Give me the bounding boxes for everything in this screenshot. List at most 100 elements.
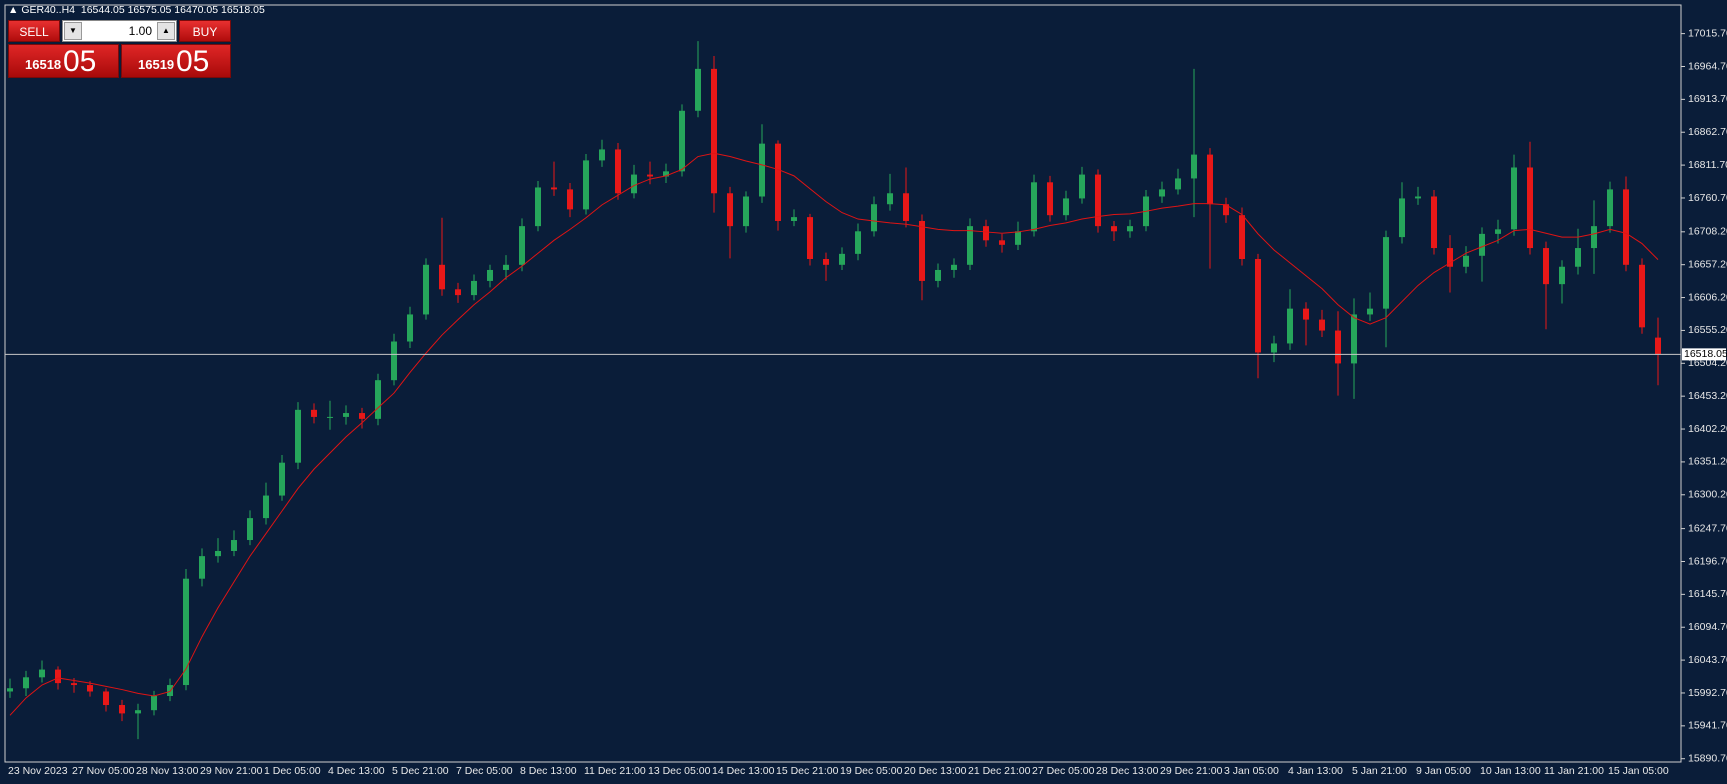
- x-tick-label: 15 Jan 05:00: [1608, 765, 1669, 777]
- candle-body: [535, 187, 541, 227]
- candle-body: [375, 380, 381, 419]
- y-tick-label: 16708.20: [1688, 226, 1727, 238]
- y-tick-label: 16811.70: [1688, 159, 1727, 171]
- collapse-arrow[interactable]: ▲: [8, 4, 19, 16]
- candle-body: [1095, 174, 1101, 227]
- candle-body: [215, 550, 221, 557]
- sell-price[interactable]: 16518 05: [8, 44, 119, 78]
- candle-body: [343, 413, 349, 417]
- candle-body: [759, 143, 765, 197]
- candle-body: [1319, 319, 1325, 331]
- y-tick-label: 16402.20: [1688, 423, 1727, 435]
- candle-body: [1367, 308, 1373, 315]
- y-tick-label: 16657.20: [1688, 258, 1727, 270]
- current-price-label: 16518.05: [1684, 348, 1727, 360]
- volume-box[interactable]: ▼ 1.00 ▲: [62, 20, 177, 42]
- y-tick-label: 16760.70: [1688, 192, 1727, 204]
- x-tick-label: 3 Jan 05:00: [1224, 765, 1279, 777]
- x-tick-label: 8 Dec 13:00: [520, 765, 577, 777]
- x-tick-label: 4 Jan 13:00: [1288, 765, 1343, 777]
- candle-body: [183, 578, 189, 686]
- candle-body: [711, 68, 717, 194]
- candle-body: [1207, 154, 1213, 205]
- candle-body: [1303, 308, 1309, 320]
- y-tick-label: 15890.70: [1688, 752, 1727, 764]
- y-tick-label: 16351.20: [1688, 456, 1727, 468]
- buy-price-pips: 05: [176, 45, 210, 78]
- ohlc: 16544.05 16575.05 16470.05 16518.05: [80, 4, 265, 16]
- candle-body: [1031, 182, 1037, 232]
- buy-price-main: 16519: [138, 57, 175, 72]
- candle-body: [1223, 204, 1229, 216]
- x-tick-label: 4 Dec 13:00: [328, 765, 385, 777]
- x-tick-label: 1 Dec 05:00: [264, 765, 321, 777]
- candle-body: [519, 226, 525, 265]
- y-tick-label: 16300.20: [1688, 489, 1727, 501]
- candle-body: [1111, 226, 1117, 232]
- candle-body: [311, 409, 317, 417]
- y-tick-label: 16606.20: [1688, 291, 1727, 303]
- candle-body: [439, 264, 445, 290]
- candle-body: [263, 495, 269, 519]
- candle-body: [791, 217, 797, 221]
- x-tick-label: 11 Jan 21:00: [1544, 765, 1604, 777]
- candle-body: [87, 685, 93, 692]
- candle-body: [1511, 167, 1517, 230]
- candle-body: [1015, 231, 1021, 245]
- candle-body: [359, 413, 365, 419]
- current-price-box: [1682, 348, 1726, 361]
- candle-body: [1383, 237, 1389, 309]
- y-tick-label: 16196.70: [1688, 555, 1727, 567]
- plot-frame: [4, 4, 1682, 763]
- x-tick-label: 13 Dec 05:00: [648, 765, 711, 777]
- candle-body: [567, 189, 573, 210]
- candle-body: [1335, 330, 1341, 364]
- x-tick-label: 21 Dec 21:00: [968, 765, 1031, 777]
- candle-body: [903, 193, 909, 221]
- y-tick-label: 16094.70: [1688, 621, 1727, 633]
- candle-body: [71, 683, 77, 686]
- candle-body: [967, 226, 973, 265]
- x-tick-label: 19 Dec 05:00: [840, 765, 903, 777]
- candle-body: [1271, 343, 1277, 353]
- candle-body: [647, 174, 653, 177]
- y-tick-label: 16247.70: [1688, 522, 1727, 534]
- candle-body: [1415, 196, 1421, 199]
- candle-body: [1559, 266, 1565, 285]
- candle-body: [807, 217, 813, 260]
- volume-up[interactable]: ▲: [157, 22, 175, 40]
- y-tick-label: 16964.70: [1688, 60, 1727, 72]
- x-tick-label: 29 Nov 21:00: [200, 765, 263, 777]
- candle-body: [551, 187, 557, 190]
- sell-price-main: 16518: [25, 57, 62, 72]
- candle-body: [823, 259, 829, 265]
- candle-body: [887, 193, 893, 205]
- candle-body: [199, 556, 205, 579]
- sell-price-pips: 05: [63, 45, 97, 78]
- candle-body: [1255, 259, 1261, 353]
- x-tick-label: 11 Dec 21:00: [584, 765, 646, 777]
- candle-body: [487, 269, 493, 281]
- candle-body: [1351, 314, 1357, 364]
- candle-body: [935, 269, 941, 281]
- volume[interactable]: 1.00: [128, 24, 152, 38]
- y-tick-label: 16555.20: [1688, 324, 1727, 336]
- candle-body: [1527, 167, 1533, 249]
- one-click-trading-panel: SELL ▼ 1.00 ▲ BUY 16518 05 16519 05: [8, 20, 231, 78]
- buy-price[interactable]: 16519 05: [121, 44, 231, 78]
- candle-body: [247, 518, 253, 541]
- candle-body: [871, 204, 877, 232]
- candle-body: [727, 193, 733, 227]
- x-tick-label: 29 Dec 21:00: [1160, 765, 1223, 777]
- candle-body: [1623, 189, 1629, 265]
- x-tick-label: 20 Dec 13:00: [904, 765, 967, 777]
- candle-body: [1543, 248, 1549, 285]
- candle-body: [1063, 198, 1069, 216]
- x-tick-label: 9 Jan 05:00: [1416, 765, 1471, 777]
- sell-button[interactable]: SELL: [8, 20, 60, 42]
- buy-button[interactable]: BUY: [179, 20, 231, 42]
- volume-down[interactable]: ▼: [64, 22, 82, 40]
- y-tick-label: 16862.70: [1688, 126, 1727, 138]
- moving-average: [9, 152, 1659, 716]
